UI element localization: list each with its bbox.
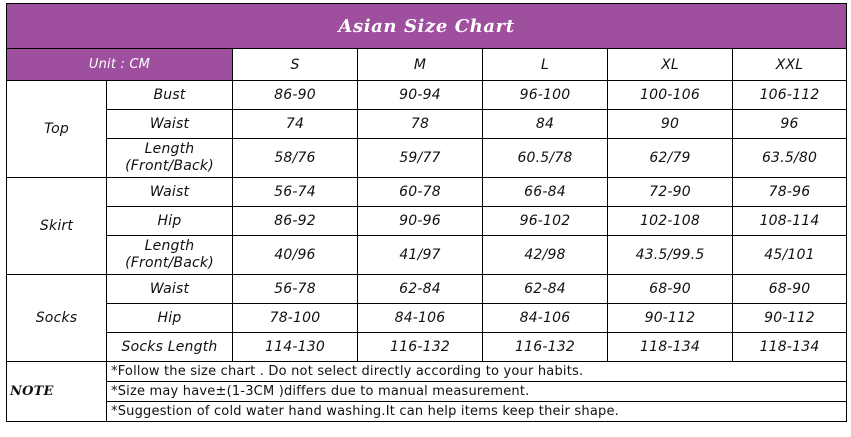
value-cell: 74: [232, 109, 358, 139]
size-header-xxl: XXL: [731, 48, 848, 81]
value-cell: 68-90: [731, 274, 848, 304]
value-cell: 96-102: [482, 206, 608, 236]
value-cell: 86-90: [232, 80, 358, 110]
row-label: Waist: [106, 109, 233, 139]
note-label: NOTE: [6, 361, 107, 422]
row-label: Socks Length: [106, 332, 233, 362]
value-cell: 42/98: [482, 235, 608, 275]
value-cell: 60-78: [357, 177, 483, 207]
table-row: Hip 86-92 90-96 96-102 102-108 108-114: [7, 206, 848, 236]
value-cell: 43.5/99.5: [607, 235, 733, 275]
table-row: Length (Front/Back) 40/96 41/97 42/98 43…: [7, 235, 848, 275]
value-cell: 60.5/78: [482, 138, 608, 178]
table-row: Skirt Waist 56-74 60-78 66-84 72-90 78-9…: [6, 177, 848, 275]
value-cell: 45/101: [731, 235, 848, 275]
table-row: Waist 74 78 84 90 96: [7, 109, 848, 139]
value-cell: 62-84: [482, 274, 608, 304]
value-cell: 106-112: [731, 80, 848, 110]
row-label: Length (Front/Back): [106, 138, 233, 178]
unit-label: Unit : CM: [6, 48, 233, 81]
note-row: *Size may have±(1-3CM )differs due to ma…: [7, 381, 848, 402]
value-cell: 90-112: [607, 303, 733, 333]
value-cell: 96-100: [482, 80, 608, 110]
group-label-socks: Socks: [6, 274, 107, 362]
value-cell: 41/97: [357, 235, 483, 275]
note-line-3: *Suggestion of cold water hand washing.I…: [105, 401, 848, 422]
value-cell: 102-108: [607, 206, 733, 236]
value-cell: 78-96: [731, 177, 848, 207]
size-header-xl: XL: [607, 48, 733, 81]
row-label: Waist: [106, 177, 233, 207]
chart-title: Asian Size Chart: [5, 3, 848, 49]
value-cell: 114-130: [232, 332, 358, 362]
note-line-1: *Follow the size chart . Do not select d…: [105, 361, 848, 382]
size-header-m: M: [357, 48, 483, 81]
asian-size-chart-table: Asian Size Chart Unit : CM S M L XL XXL …: [5, 3, 848, 422]
row-label: Waist: [106, 274, 233, 304]
value-cell: 62-84: [357, 274, 483, 304]
size-header-s: S: [232, 48, 358, 81]
value-cell: 56-78: [232, 274, 358, 304]
value-cell: 108-114: [731, 206, 848, 236]
table-row: Hip 78-100 84-106 84-106 90-112 90-112: [7, 303, 848, 333]
row-label: Length (Front/Back): [106, 235, 233, 275]
value-cell: 68-90: [607, 274, 733, 304]
value-cell: 116-132: [482, 332, 608, 362]
value-cell: 78: [357, 109, 483, 139]
note-row: *Suggestion of cold water hand washing.I…: [7, 401, 848, 422]
row-label-line1: Length: [144, 238, 195, 254]
table-row: Length (Front/Back) 58/76 59/77 60.5/78 …: [7, 138, 848, 178]
value-cell: 59/77: [357, 138, 483, 178]
table-row: Socks Waist 56-78 62-84 62-84 68-90 68-9…: [6, 274, 848, 362]
value-cell: 84: [482, 109, 608, 139]
value-cell: 96: [731, 109, 848, 139]
note-line-2: *Size may have±(1-3CM )differs due to ma…: [105, 381, 848, 402]
table-row: Top Bust 86-90 90-94 96-100 100-106 106-…: [6, 80, 848, 178]
value-cell: 58/76: [232, 138, 358, 178]
value-cell: 62/79: [607, 138, 733, 178]
value-cell: 40/96: [232, 235, 358, 275]
value-cell: 90: [607, 109, 733, 139]
group-label-skirt: Skirt: [6, 177, 107, 275]
value-cell: 90-112: [731, 303, 848, 333]
value-cell: 72-90: [607, 177, 733, 207]
row-label-line2: (Front/Back): [125, 158, 214, 174]
value-cell: 78-100: [232, 303, 358, 333]
table-row: Socks Length 114-130 116-132 116-132 118…: [7, 332, 848, 362]
value-cell: 100-106: [607, 80, 733, 110]
value-cell: 56-74: [232, 177, 358, 207]
size-header-l: L: [482, 48, 608, 81]
note-row: NOTE *Follow the size chart . Do not sel…: [6, 361, 848, 422]
row-label: Hip: [106, 206, 233, 236]
value-cell: 90-96: [357, 206, 483, 236]
group-label-top: Top: [6, 80, 107, 178]
value-cell: 84-106: [357, 303, 483, 333]
value-cell: 90-94: [357, 80, 483, 110]
value-cell: 66-84: [482, 177, 608, 207]
value-cell: 118-134: [607, 332, 733, 362]
value-cell: 63.5/80: [731, 138, 848, 178]
row-label-line2: (Front/Back): [125, 255, 214, 271]
row-label-line1: Length: [144, 141, 195, 157]
value-cell: 116-132: [357, 332, 483, 362]
row-label: Bust: [106, 80, 233, 110]
value-cell: 118-134: [731, 332, 848, 362]
value-cell: 86-92: [232, 206, 358, 236]
row-label: Hip: [106, 303, 233, 333]
value-cell: 84-106: [482, 303, 608, 333]
